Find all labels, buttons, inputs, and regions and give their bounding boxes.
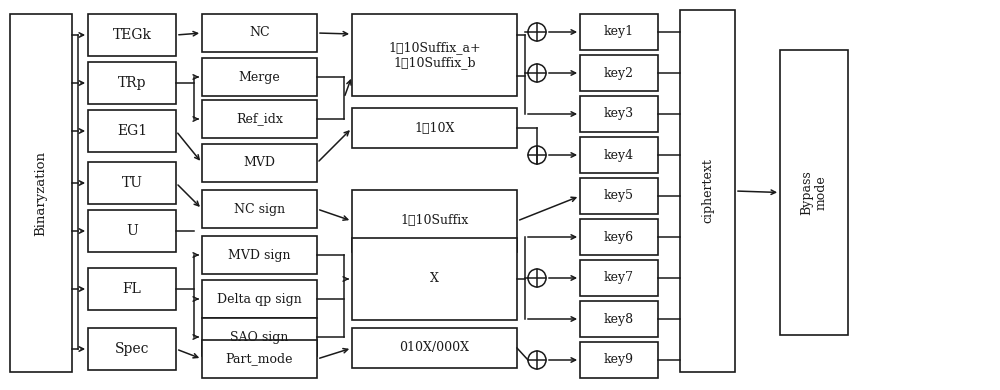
Bar <box>580 14 658 50</box>
Text: Merge: Merge <box>239 71 280 83</box>
Text: key1: key1 <box>604 25 634 39</box>
Text: MVD sign: MVD sign <box>228 248 291 262</box>
Text: 010X/000X: 010X/000X <box>400 342 470 355</box>
Text: TRp: TRp <box>118 76 146 90</box>
Bar <box>202 100 317 138</box>
Text: key3: key3 <box>604 108 634 121</box>
Text: key9: key9 <box>604 353 634 367</box>
Text: ciphertext: ciphertext <box>701 159 714 223</box>
Bar <box>580 55 658 91</box>
Bar <box>88 14 176 56</box>
Bar <box>580 260 658 296</box>
Text: key5: key5 <box>604 190 634 202</box>
Bar <box>580 301 658 337</box>
Text: FL: FL <box>123 282 141 296</box>
Bar <box>580 219 658 255</box>
Bar <box>580 96 658 132</box>
Bar <box>202 318 317 356</box>
Text: key7: key7 <box>604 271 634 284</box>
Text: TEGk: TEGk <box>112 28 152 42</box>
Bar <box>88 328 176 370</box>
Bar <box>202 236 317 274</box>
Text: SAO sign: SAO sign <box>230 330 289 344</box>
Bar <box>88 162 176 204</box>
Bar <box>580 137 658 173</box>
Text: Bypass
mode: Bypass mode <box>800 170 828 215</box>
Text: 1⋯10X: 1⋯10X <box>414 122 455 135</box>
Text: key2: key2 <box>604 67 634 80</box>
Text: Ref_idx: Ref_idx <box>236 112 283 126</box>
Bar <box>88 110 176 152</box>
Text: X: X <box>430 273 439 285</box>
Text: EG1: EG1 <box>117 124 147 138</box>
Text: NC sign: NC sign <box>234 202 285 216</box>
Bar <box>88 268 176 310</box>
Bar <box>352 328 517 368</box>
Bar <box>88 62 176 104</box>
Bar <box>202 14 317 52</box>
Bar <box>202 190 317 228</box>
Bar <box>202 144 317 182</box>
Text: key8: key8 <box>604 312 634 326</box>
Bar <box>202 340 317 378</box>
Text: U: U <box>126 224 138 238</box>
Bar <box>10 14 72 372</box>
Text: Spec: Spec <box>115 342 149 356</box>
Bar <box>88 210 176 252</box>
Text: TU: TU <box>122 176 143 190</box>
Bar <box>352 238 517 320</box>
Text: MVD: MVD <box>244 156 276 170</box>
Bar <box>580 178 658 214</box>
Bar <box>352 14 517 96</box>
Bar <box>202 58 317 96</box>
Text: key4: key4 <box>604 149 634 161</box>
Bar <box>352 108 517 148</box>
Bar <box>580 342 658 378</box>
Text: Delta qp sign: Delta qp sign <box>217 292 302 305</box>
Bar <box>680 10 735 372</box>
Text: 1⋯10Suffix: 1⋯10Suffix <box>400 215 469 227</box>
Text: Binaryzation: Binaryzation <box>34 151 48 236</box>
Bar <box>780 50 848 335</box>
Bar <box>352 190 517 252</box>
Text: NC: NC <box>249 27 270 39</box>
Text: key6: key6 <box>604 230 634 243</box>
Text: Part_mode: Part_mode <box>226 353 293 365</box>
Text: 1⋯10Suffix_a+
1⋯10Suffix_b: 1⋯10Suffix_a+ 1⋯10Suffix_b <box>388 41 481 69</box>
Bar <box>202 280 317 318</box>
